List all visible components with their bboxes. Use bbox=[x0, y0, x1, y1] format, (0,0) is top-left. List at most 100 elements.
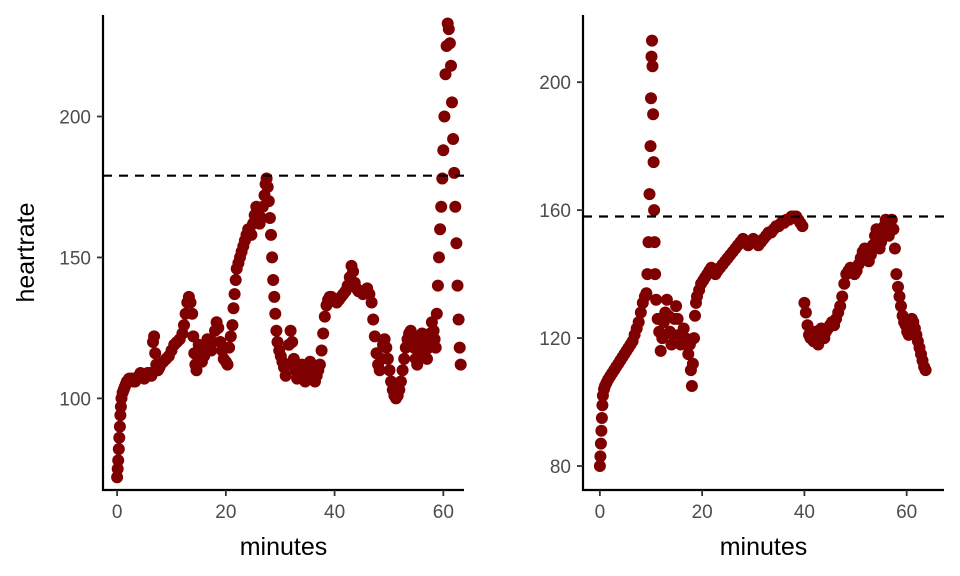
data-point bbox=[261, 181, 274, 193]
data-point bbox=[650, 293, 663, 306]
data-point bbox=[665, 338, 678, 351]
data-point bbox=[190, 364, 203, 377]
data-point bbox=[864, 248, 877, 261]
data-point bbox=[286, 336, 299, 348]
data-point bbox=[186, 307, 199, 320]
x-tick-label: 40 bbox=[324, 502, 345, 523]
data-point bbox=[643, 188, 656, 201]
data-point bbox=[671, 312, 684, 325]
data-point bbox=[799, 306, 812, 319]
x-axis-title: minutes bbox=[720, 533, 808, 561]
data-point bbox=[443, 37, 456, 50]
x-tick-label: 60 bbox=[896, 502, 917, 523]
data-point bbox=[396, 364, 409, 377]
data-point bbox=[268, 290, 281, 303]
data-point bbox=[383, 364, 396, 377]
data-point bbox=[685, 380, 698, 392]
x-tick-label: 60 bbox=[433, 502, 454, 523]
data-point bbox=[890, 268, 903, 281]
data-point bbox=[148, 330, 161, 343]
data-point bbox=[836, 290, 849, 303]
data-point bbox=[453, 341, 466, 354]
data-point bbox=[113, 420, 126, 433]
data-point bbox=[647, 156, 660, 169]
data-point bbox=[442, 23, 455, 36]
data-point bbox=[365, 296, 378, 309]
data-point bbox=[446, 96, 458, 109]
data-point bbox=[450, 237, 463, 250]
data-point bbox=[645, 92, 657, 105]
data-point bbox=[647, 108, 660, 121]
data-point bbox=[645, 50, 658, 63]
data-point bbox=[429, 341, 442, 354]
data-point bbox=[212, 321, 225, 334]
data-point bbox=[646, 60, 659, 73]
data-point bbox=[686, 357, 699, 370]
data-point bbox=[892, 280, 904, 293]
data-point bbox=[221, 358, 234, 371]
data-point bbox=[454, 358, 467, 371]
data-point bbox=[640, 287, 653, 300]
y-tick-label: 80 bbox=[550, 457, 571, 478]
data-point bbox=[266, 251, 279, 264]
x-axis-title: minutes bbox=[240, 533, 328, 561]
data-point bbox=[431, 279, 444, 292]
data-point bbox=[449, 200, 462, 213]
data-point bbox=[368, 330, 381, 343]
data-point bbox=[430, 307, 443, 320]
data-point bbox=[224, 330, 237, 343]
data-point bbox=[688, 332, 700, 345]
data-point bbox=[263, 212, 276, 224]
data-point bbox=[888, 242, 901, 255]
x-tick-label: 20 bbox=[215, 502, 236, 523]
data-point bbox=[347, 265, 360, 278]
data-point bbox=[593, 460, 606, 472]
data-point bbox=[834, 300, 847, 313]
data-point bbox=[265, 228, 277, 241]
data-point bbox=[284, 324, 297, 337]
data-point bbox=[644, 140, 657, 153]
data-point bbox=[149, 347, 162, 360]
left-panel: 0 20 40 60 100 150 200 minutes heartrate bbox=[12, 15, 467, 561]
y-tick-label: 150 bbox=[59, 248, 91, 269]
data-point bbox=[648, 204, 661, 217]
data-point bbox=[887, 223, 900, 236]
data-point bbox=[798, 296, 811, 309]
data-point bbox=[434, 223, 447, 236]
x-tick-label: 0 bbox=[112, 502, 123, 523]
data-point bbox=[682, 348, 695, 361]
data-point bbox=[670, 300, 683, 313]
data-point bbox=[595, 412, 608, 424]
data-point bbox=[267, 274, 280, 286]
data-point bbox=[689, 309, 701, 322]
data-point bbox=[245, 228, 258, 241]
data-point bbox=[373, 364, 386, 377]
data-point bbox=[451, 279, 464, 292]
data-point bbox=[229, 274, 242, 286]
data-point bbox=[438, 110, 451, 123]
data-point bbox=[255, 212, 268, 224]
data-point bbox=[634, 306, 647, 319]
data-point bbox=[270, 324, 283, 337]
data-point bbox=[279, 369, 292, 382]
y-tick-label: 120 bbox=[539, 329, 571, 350]
data-point bbox=[649, 268, 662, 281]
data-point bbox=[111, 462, 124, 475]
data-point bbox=[447, 133, 460, 145]
x-tick-label: 20 bbox=[692, 502, 713, 523]
data-point bbox=[595, 424, 608, 437]
data-point bbox=[313, 358, 326, 371]
data-point bbox=[269, 307, 282, 320]
data-point bbox=[114, 409, 127, 422]
data-point bbox=[448, 166, 461, 179]
y-axis-title: heartrate bbox=[12, 202, 40, 302]
data-point bbox=[178, 319, 190, 332]
data-point bbox=[596, 399, 609, 412]
data-point bbox=[594, 437, 607, 450]
data-point bbox=[262, 195, 275, 208]
data-point bbox=[646, 34, 658, 47]
data-point bbox=[435, 200, 448, 213]
data-point bbox=[445, 59, 457, 72]
data-point bbox=[226, 319, 239, 332]
y-tick-label: 200 bbox=[59, 107, 91, 128]
